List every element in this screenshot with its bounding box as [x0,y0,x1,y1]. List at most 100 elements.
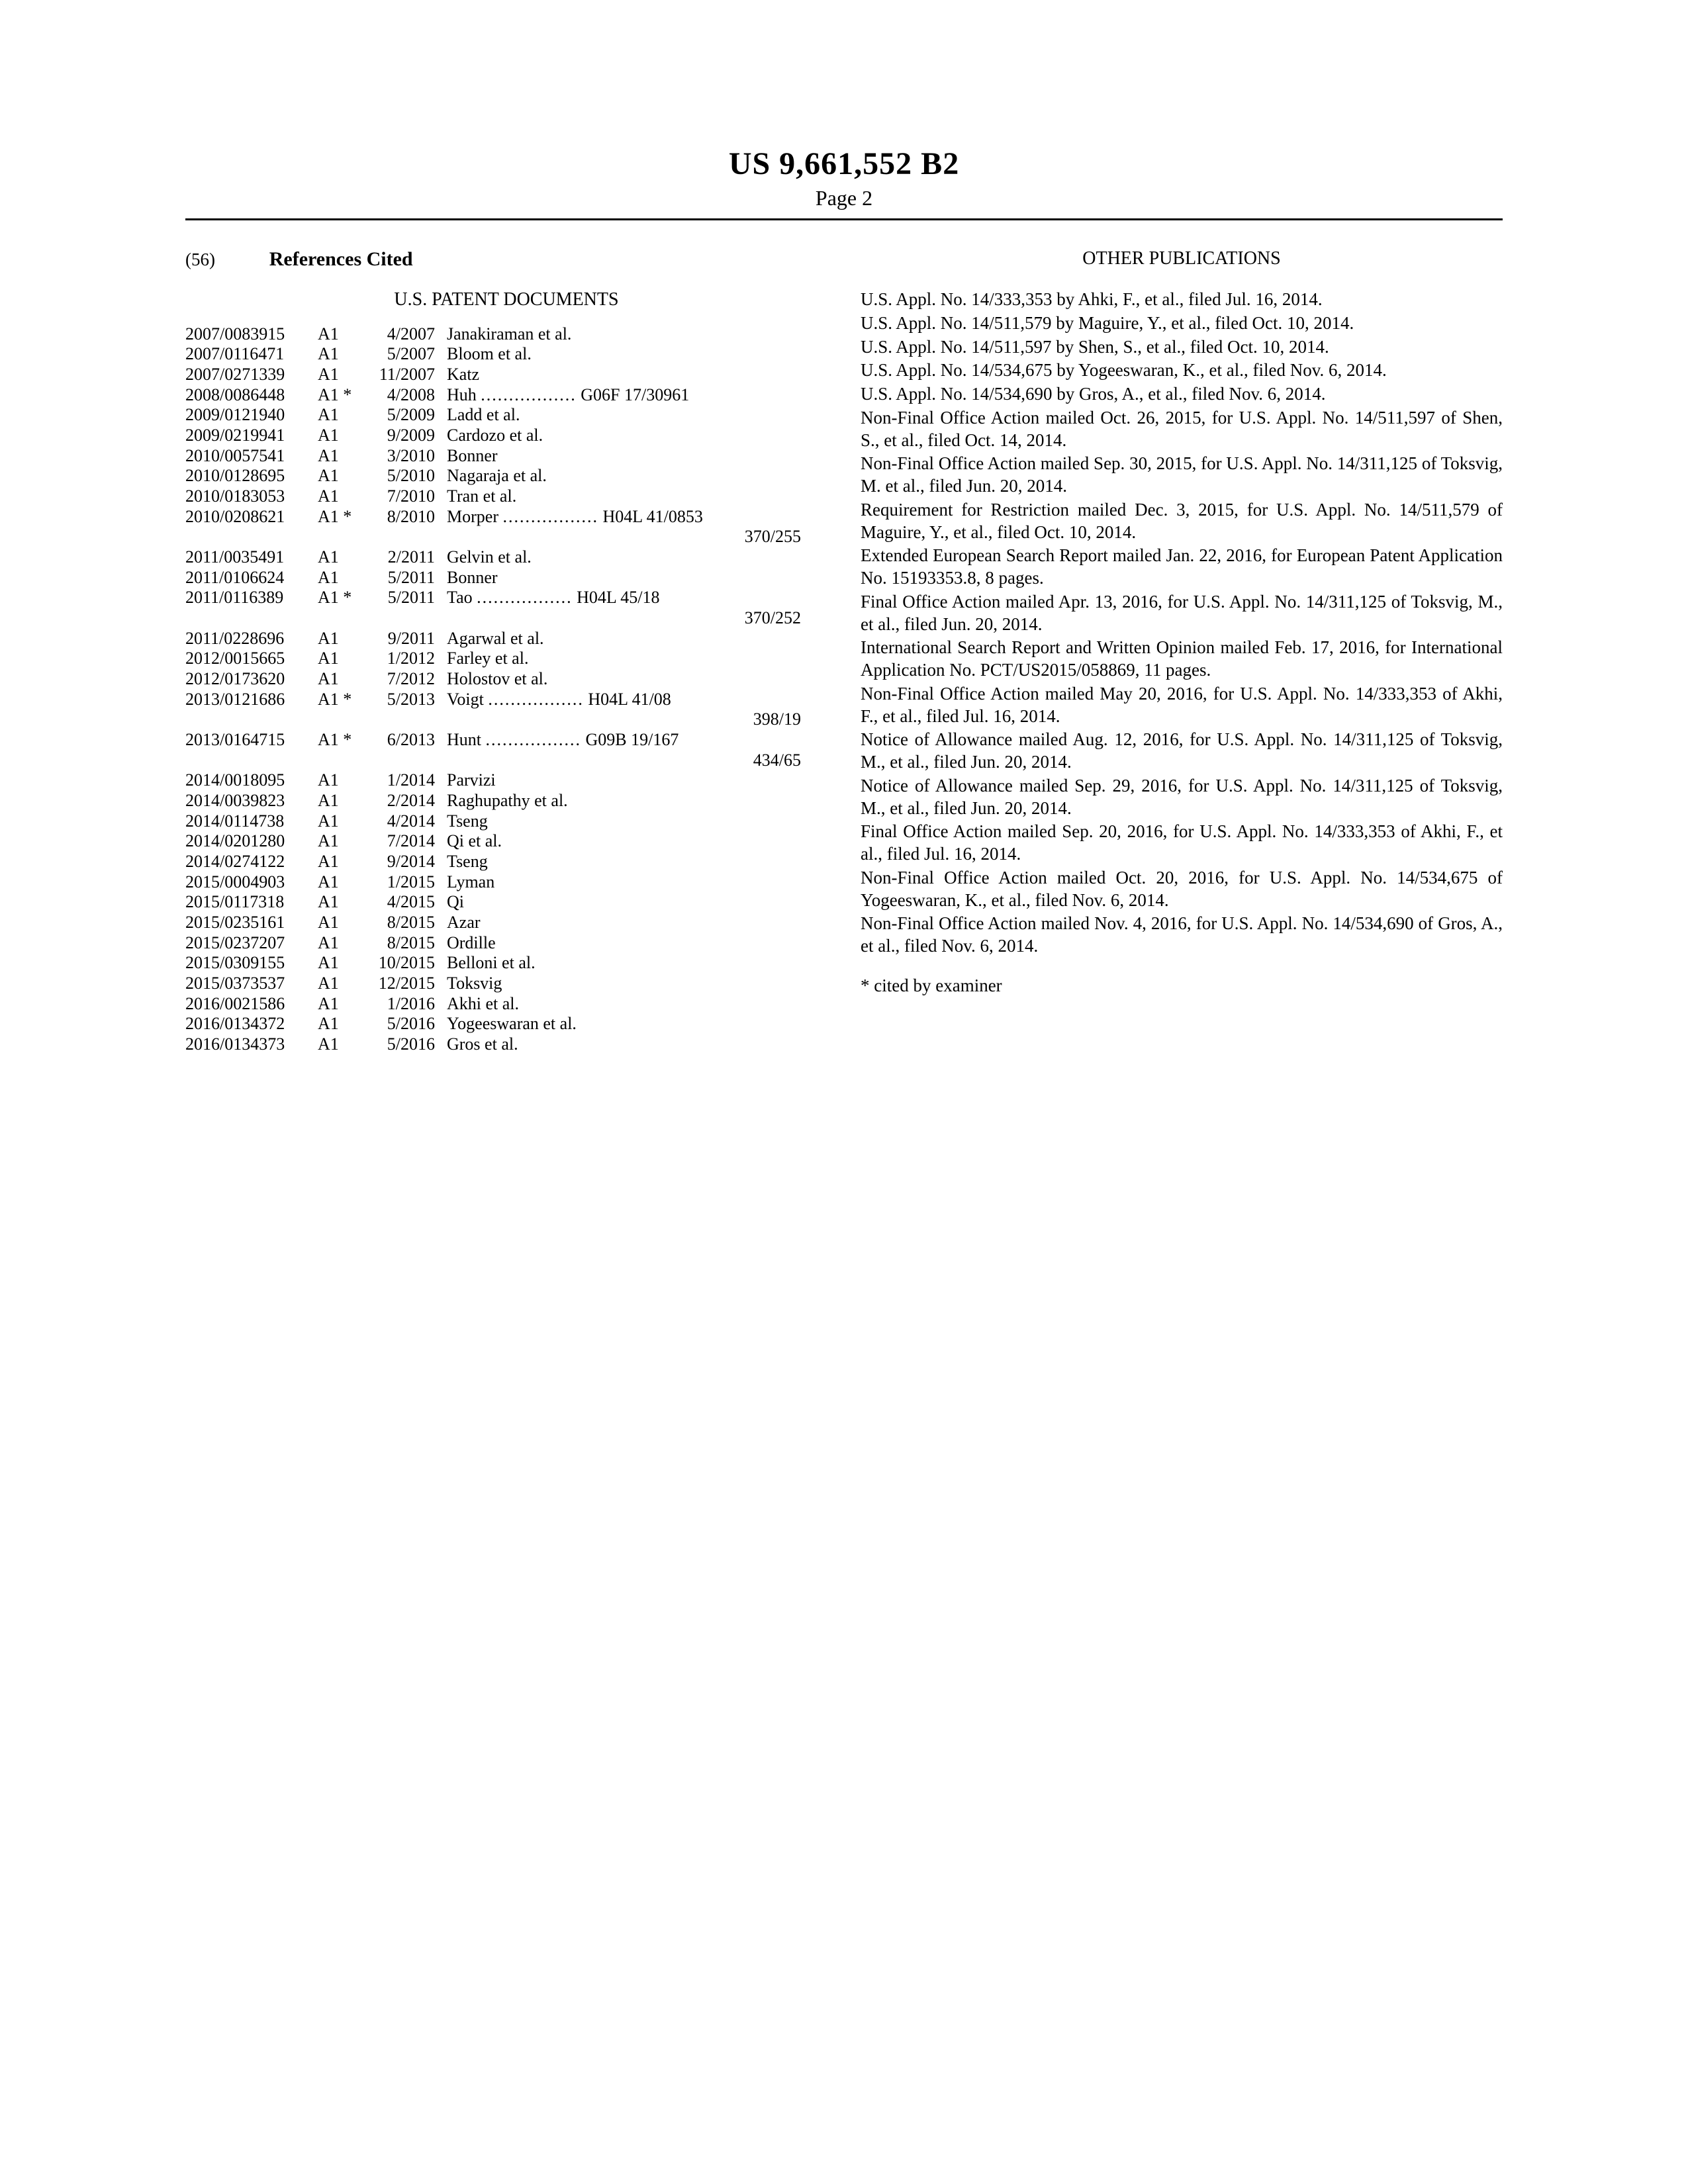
page-header: US 9,661,552 B2 Page 2 [185,146,1503,220]
publication-date: 9/2011 [371,629,447,649]
publication-date: 3/2010 [371,446,447,467]
publication-date: 7/2012 [371,669,447,690]
publication-number: 2013/0164715 [185,730,318,751]
kind-code: A1 [318,994,371,1015]
other-publications-list: U.S. Appl. No. 14/333,353 by Ahki, F., e… [861,289,1503,958]
inventor-name: Agarwal et al. [447,629,827,649]
publication-number: 2011/0228696 [185,629,318,649]
inventor-name: Morper ................. H04L 41/0853 [447,507,827,527]
publication-date: 2/2011 [371,547,447,568]
inventor-name: Cardozo et al. [447,426,827,446]
kind-code: A1 [318,953,371,974]
publication-entry: U.S. Appl. No. 14/534,675 by Yogeeswaran… [861,359,1503,382]
publication-number: 2015/0004903 [185,872,318,893]
patent-row: 2015/0373537A112/2015Toksvig [185,974,827,994]
publication-number: 2009/0219941 [185,426,318,446]
publication-date: 1/2014 [371,770,447,791]
patent-row: 2010/0057541A13/2010Bonner [185,446,827,467]
publication-date: 9/2014 [371,852,447,872]
publication-date: 11/2007 [371,365,447,385]
publication-date: 4/2014 [371,811,447,832]
kind-code: A1 [318,791,371,811]
publication-number: 2011/0035491 [185,547,318,568]
publication-date: 5/2010 [371,466,447,486]
patent-row: 2015/0237207A18/2015Ordille [185,933,827,954]
patent-row: 2010/0183053A17/2010Tran et al. [185,486,827,507]
patent-row: 2016/0021586A11/2016Akhi et al. [185,994,827,1015]
kind-code: A1 * [318,507,371,527]
kind-code: A1 [318,872,371,893]
leader-dots: ................. [488,690,584,709]
publication-number: 2016/0134373 [185,1034,318,1055]
publication-date: 8/2015 [371,913,447,933]
patent-row: 2014/0114738A14/2014Tseng [185,811,827,832]
publication-number: 2010/0208621 [185,507,318,527]
inventor-name: Azar [447,913,827,933]
patent-row: 2014/0201280A17/2014Qi et al. [185,831,827,852]
patent-row: 2014/0274122A19/2014Tseng [185,852,827,872]
publication-number: 2014/0018095 [185,770,318,791]
kind-code: A1 * [318,690,371,710]
patent-row: 2010/0128695A15/2010Nagaraja et al. [185,466,827,486]
publication-date: 4/2015 [371,892,447,913]
kind-code: A1 [318,426,371,446]
publication-entry: Non-Final Office Action mailed Sep. 30, … [861,453,1503,498]
patent-row: 2016/0134372A15/2016Yogeeswaran et al. [185,1014,827,1034]
kind-code: A1 [318,324,371,345]
publication-date: 5/2013 [371,690,447,710]
patent-row: 2011/0228696A19/2011Agarwal et al. [185,629,827,649]
inventor-name: Bloom et al. [447,344,827,365]
kind-code: A1 [318,852,371,872]
kind-code: A1 [318,770,371,791]
publication-number: 2007/0116471 [185,344,318,365]
patent-row: 2007/0271339A111/2007Katz [185,365,827,385]
section-title: References Cited [269,248,413,270]
left-column: (56) References Cited U.S. PATENT DOCUME… [185,247,827,1055]
kind-code: A1 [318,811,371,832]
publication-date: 12/2015 [371,974,447,994]
publication-entry: Notice of Allowance mailed Sep. 29, 2016… [861,775,1503,820]
patent-row: 2008/0086448A1 *4/2008Huh ..............… [185,385,827,406]
publication-entry: Requirement for Restriction mailed Dec. … [861,499,1503,544]
leader-dots: ................. [502,507,598,526]
inventor-name: Tao ................. H04L 45/18 [447,588,827,608]
kind-code: A1 [318,933,371,954]
kind-code: A1 [318,547,371,568]
publication-number: 2011/0106624 [185,568,318,588]
inventor-name: Gros et al. [447,1034,827,1055]
publication-date: 8/2010 [371,507,447,527]
publication-date: 4/2007 [371,324,447,345]
inventor-name: Belloni et al. [447,953,827,974]
publication-date: 7/2014 [371,831,447,852]
publication-number: 2010/0183053 [185,486,318,507]
inventor-name: Katz [447,365,827,385]
right-column: OTHER PUBLICATIONS U.S. Appl. No. 14/333… [861,247,1503,1055]
publication-number: 2009/0121940 [185,405,318,426]
inventor-name: Qi et al. [447,831,827,852]
patent-row: 2007/0083915A14/2007Janakiraman et al. [185,324,827,345]
inventor-name: Bonner [447,568,827,588]
kind-code: A1 [318,405,371,426]
patent-row: 2015/0117318A14/2015Qi [185,892,827,913]
inventor-name: Gelvin et al. [447,547,827,568]
kind-code: A1 [318,831,371,852]
inventor-name: Ordille [447,933,827,954]
publication-entry: Notice of Allowance mailed Aug. 12, 2016… [861,729,1503,774]
publication-entry: U.S. Appl. No. 14/511,579 by Maguire, Y.… [861,312,1503,335]
classification-row: 370/255 [185,527,827,547]
kind-code: A1 [318,568,371,588]
inventor-name: Tran et al. [447,486,827,507]
inventor-name: Bonner [447,446,827,467]
secondary-classification: 434/65 [447,751,827,771]
kind-code: A1 * [318,730,371,751]
publication-number: 2014/0201280 [185,831,318,852]
inventor-name: Janakiraman et al. [447,324,827,345]
kind-code: A1 [318,974,371,994]
kind-code: A1 [318,892,371,913]
patent-row: 2011/0035491A12/2011Gelvin et al. [185,547,827,568]
references-cited-heading: (56) References Cited [185,247,827,272]
patent-row: 2010/0208621A1 *8/2010Morper ...........… [185,507,827,527]
publication-number: 2014/0114738 [185,811,318,832]
leader-dots: ................. [486,730,582,749]
kind-code: A1 * [318,588,371,608]
